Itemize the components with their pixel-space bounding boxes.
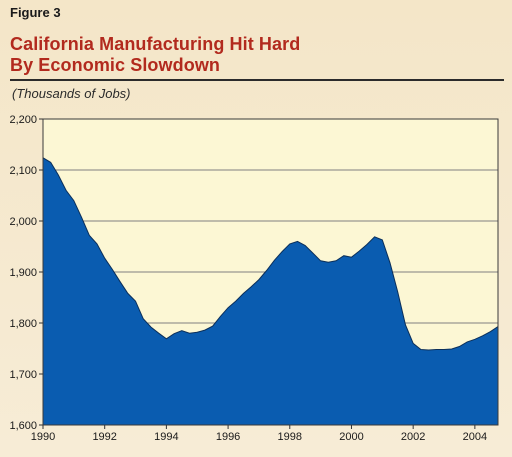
x-tick-label: 2000	[339, 431, 363, 443]
x-tick-label: 1994	[154, 431, 178, 443]
x-tick-label: 1996	[216, 431, 240, 443]
y-tick-label: 1,800	[9, 318, 37, 330]
chart-title-line-2: By Economic Slowdown	[10, 55, 221, 75]
figure-label: Figure 3	[10, 5, 61, 20]
chart-title-line-1: California Manufacturing Hit Hard	[10, 34, 301, 54]
x-tick-label: 2004	[463, 431, 487, 443]
y-axis: 1,600 1,700 1,800 1,900 2,000 2,100 2,200	[9, 114, 43, 432]
y-tick-label: 2,100	[9, 165, 37, 177]
x-tick-label: 1998	[278, 431, 302, 443]
y-tick-label: 2,200	[9, 114, 37, 126]
x-axis: 1990 1992 1994 1996 1998 2000 2002 2004	[31, 425, 487, 443]
y-tick-label: 1,700	[9, 369, 37, 381]
units-label: (Thousands of Jobs)	[12, 86, 131, 101]
title-divider	[10, 79, 504, 81]
y-tick-label: 2,000	[9, 216, 37, 228]
y-tick-label: 1,600	[9, 420, 37, 432]
x-tick-label: 1992	[92, 431, 116, 443]
area-series	[42, 156, 499, 426]
x-tick-label: 1990	[31, 431, 55, 443]
y-tick-label: 1,900	[9, 267, 37, 279]
x-tick-label: 2002	[401, 431, 425, 443]
